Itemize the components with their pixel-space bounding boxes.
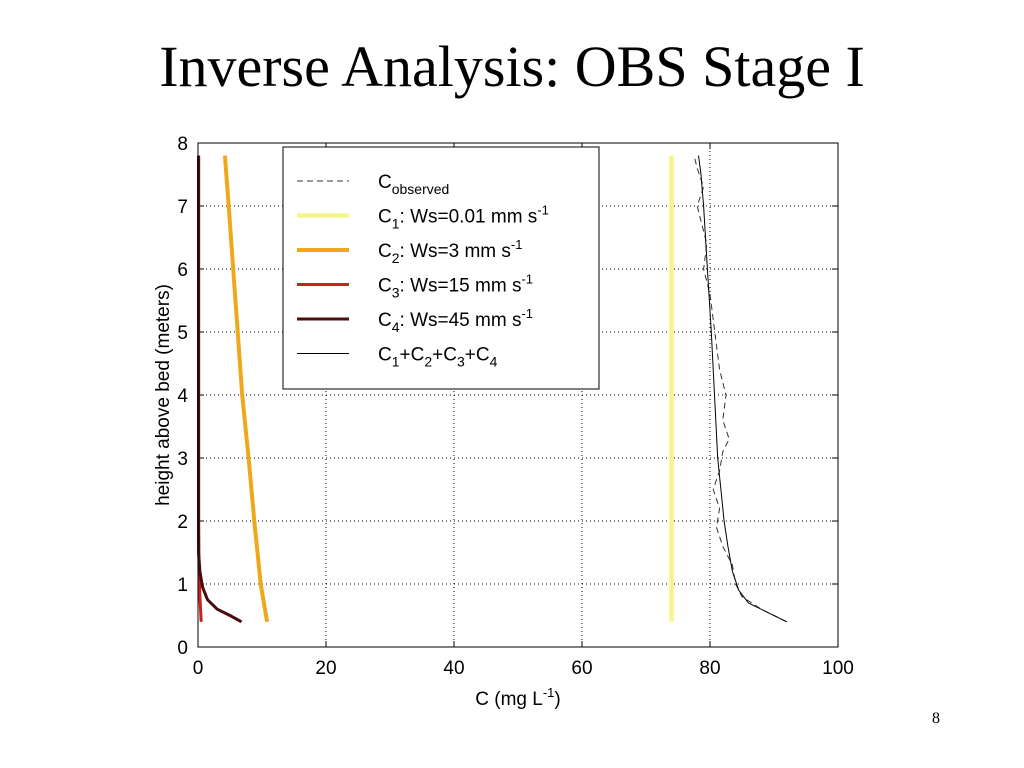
legend-label-c1: C1: Ws=0.01 mm s-1 (378, 203, 549, 232)
series-line-c2 (222, 155, 270, 623)
y-tick-label: 2 (177, 512, 188, 533)
x-tick-label: 80 (699, 658, 720, 679)
legend-label-sum: C1+C2+C3+C4 (378, 345, 498, 370)
legend-label-observed: Cobserved (378, 172, 449, 197)
legend-label-c2: C2: Ws=3 mm s-1 (378, 237, 522, 266)
x-tick-label: 40 (443, 658, 464, 679)
x-tick-label: 20 (315, 658, 336, 679)
x-tick-label: 60 (571, 658, 592, 679)
y-tick-label: 7 (177, 197, 188, 218)
series-line-observed (693, 155, 788, 623)
axes-frame (197, 142, 839, 648)
page-number: 8 (932, 710, 940, 727)
x-tick-label: 100 (822, 658, 854, 679)
y-tick-label: 1 (177, 575, 188, 596)
series-line-c4 (197, 155, 243, 624)
y-tick-label: 4 (177, 386, 188, 407)
legend-label-c4: C4: Ws=45 mm s-1 (378, 306, 533, 335)
y-tick-label: 8 (177, 134, 188, 155)
x-axis-label: C (mg L-1) (475, 685, 560, 710)
legend-box (282, 146, 600, 390)
y-axis-label: height above bed (meters) (153, 284, 174, 506)
y-tick-label: 0 (177, 638, 188, 659)
slide-title: Inverse Analysis: OBS Stage I (159, 34, 865, 99)
y-tick-label: 6 (177, 260, 188, 281)
legend-label-c3: C3: Ws=15 mm s-1 (378, 272, 533, 301)
series-line-sum (698, 155, 788, 623)
y-tick-label: 3 (177, 449, 188, 470)
x-tick-label: 0 (193, 658, 204, 679)
y-tick-label: 5 (177, 323, 188, 344)
